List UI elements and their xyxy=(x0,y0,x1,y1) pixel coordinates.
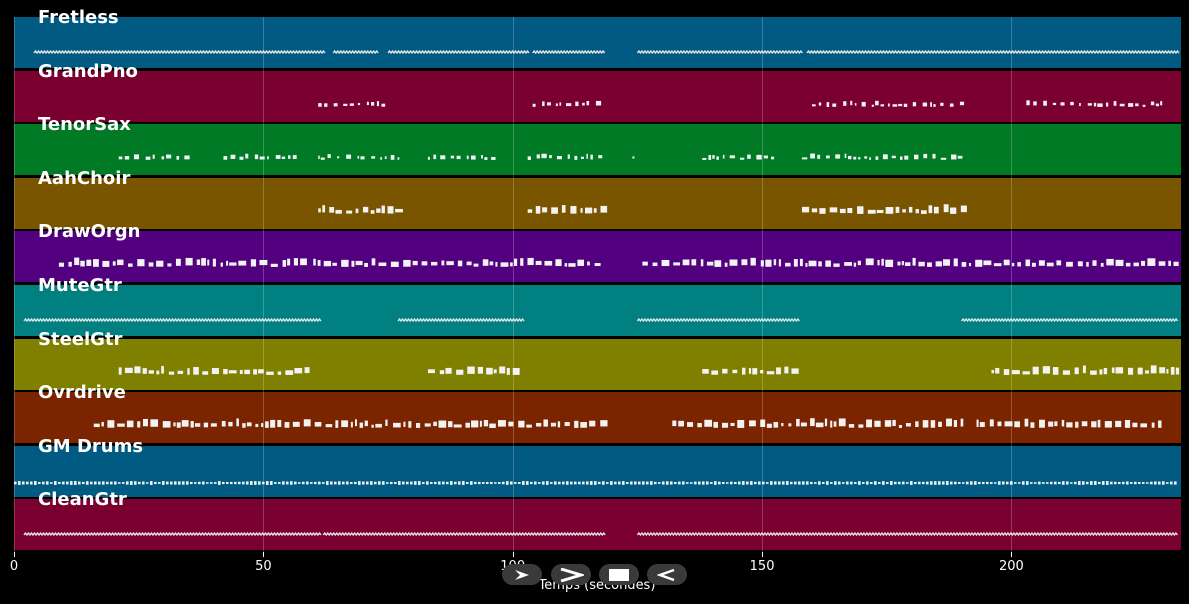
note-segment xyxy=(527,204,608,214)
track-label: AahChoir xyxy=(38,167,131,189)
note-segment xyxy=(527,153,603,161)
note-segment xyxy=(636,317,800,323)
x-tick xyxy=(512,552,514,557)
forward-button[interactable] xyxy=(551,564,591,585)
note-segment xyxy=(811,100,965,107)
stop-icon xyxy=(609,568,629,581)
x-tick-label: 50 xyxy=(255,559,272,574)
note-segment xyxy=(322,532,606,537)
rewind-button[interactable] xyxy=(647,564,687,585)
gridline xyxy=(1011,17,1013,552)
note-lane xyxy=(23,317,1179,323)
track-label: GrandPno xyxy=(38,60,138,82)
note-segment xyxy=(313,258,601,268)
note-segment xyxy=(23,317,322,323)
x-tick xyxy=(263,552,265,557)
note-lane xyxy=(318,204,967,214)
note-segment xyxy=(332,49,379,55)
chevron-right-icon xyxy=(560,567,584,582)
track-cleangtr[interactable] xyxy=(14,499,1181,551)
track-label: TenorSax xyxy=(38,114,131,136)
note-segment xyxy=(427,154,496,161)
note-segment xyxy=(14,480,1177,485)
note-segment xyxy=(702,366,799,375)
x-tick-label: 200 xyxy=(999,559,1024,574)
note-segment xyxy=(976,418,1162,429)
note-segment xyxy=(387,49,530,55)
gridline xyxy=(263,17,265,552)
note-lane xyxy=(318,99,1163,107)
x-tick-label: 0 xyxy=(9,559,19,574)
note-segment xyxy=(397,317,525,323)
note-lane xyxy=(14,480,1177,485)
track-label: MuteGtr xyxy=(38,275,122,296)
track-label: DrawOrgn xyxy=(38,221,141,243)
note-segment xyxy=(23,532,322,537)
note-segment xyxy=(118,365,310,375)
track-label: CleanGtr xyxy=(38,489,127,511)
note-segment xyxy=(961,317,1179,323)
note-lane xyxy=(33,49,1180,55)
note-lane xyxy=(58,257,1179,268)
note-segment xyxy=(636,532,1178,537)
x-tick xyxy=(1011,552,1013,557)
x-tick xyxy=(14,552,15,557)
note-segment xyxy=(801,204,967,214)
gridline xyxy=(14,17,15,552)
note-segment xyxy=(1026,99,1163,107)
track-mutegtr[interactable] xyxy=(14,285,1181,336)
note-lane xyxy=(93,418,1162,429)
gridline xyxy=(512,17,514,552)
track-aahchoir[interactable] xyxy=(14,177,1181,229)
x-tick xyxy=(762,552,764,557)
rewind-icon xyxy=(657,568,675,581)
note-segment xyxy=(318,100,386,107)
track-gm-drums[interactable] xyxy=(14,445,1181,497)
note-segment xyxy=(636,49,803,55)
note-segment xyxy=(58,257,307,268)
x-tick-label: 150 xyxy=(749,559,775,574)
note-segment xyxy=(318,154,400,161)
note-segment xyxy=(642,258,1179,268)
track-label: Fretless xyxy=(38,7,119,28)
note-segment xyxy=(702,154,775,161)
stop-button[interactable] xyxy=(599,564,639,585)
play-button[interactable] xyxy=(502,564,542,585)
play-icon xyxy=(515,569,529,580)
track-draworgn[interactable] xyxy=(14,231,1181,283)
note-segment xyxy=(532,100,602,107)
track-steelgtr[interactable] xyxy=(14,338,1181,390)
note-segment xyxy=(93,418,388,429)
note-segment xyxy=(118,154,190,161)
note-segment xyxy=(532,49,606,55)
note-segment xyxy=(672,418,964,429)
note-lane xyxy=(23,532,1178,537)
note-segment xyxy=(33,49,326,55)
note-lane xyxy=(118,153,963,161)
track-label: GM Drums xyxy=(38,435,144,457)
track-fretless[interactable] xyxy=(14,17,1181,68)
track-tenorsax[interactable] xyxy=(14,124,1181,176)
track-grandpno[interactable] xyxy=(14,70,1181,122)
note-segment xyxy=(427,366,520,375)
note-segment xyxy=(632,156,635,159)
note-segment xyxy=(223,153,297,161)
note-segment xyxy=(318,204,403,214)
track-label: SteelGtr xyxy=(38,328,123,350)
note-segment xyxy=(393,419,608,429)
note-lane xyxy=(118,364,1180,375)
track-ovrdrive[interactable] xyxy=(14,392,1181,444)
note-segment xyxy=(801,153,963,161)
note-segment xyxy=(991,364,1180,375)
note-segment xyxy=(806,49,1180,55)
track-label: Ovrdrive xyxy=(38,382,126,404)
gridline xyxy=(762,17,764,552)
